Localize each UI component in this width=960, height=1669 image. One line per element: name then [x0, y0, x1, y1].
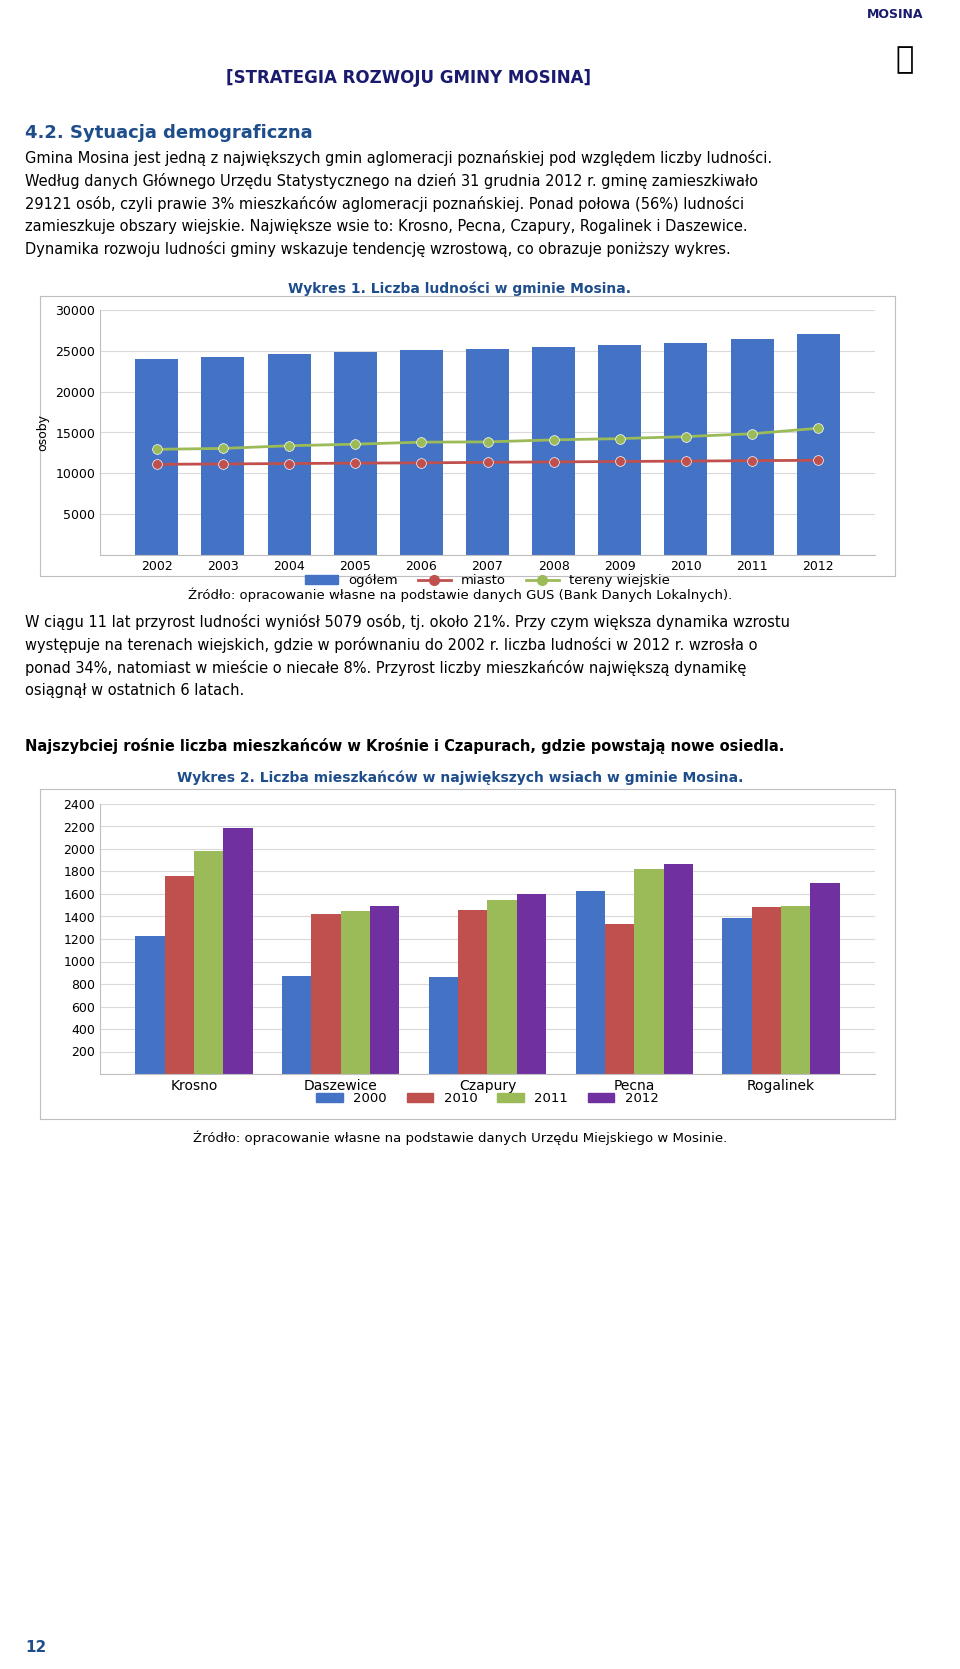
Bar	[752, 908, 781, 1073]
Legend: ogółem, miasto, tereny wiejskie: ogółem, miasto, tereny wiejskie	[300, 569, 676, 592]
Text: Źródło: opracowanie własne na podstawie danych Urzędu Miejskiego w Mosinie.: Źródło: opracowanie własne na podstawie …	[193, 1132, 727, 1145]
Bar	[605, 925, 635, 1073]
Text: Wykres 2. Liczba mieszkańców w największych wsiach w gminie Mosina.: Wykres 2. Liczba mieszkańców w największ…	[177, 771, 743, 784]
Legend: 2000, 2010, 2011, 2012: 2000, 2010, 2011, 2012	[311, 1087, 664, 1110]
Bar	[282, 976, 311, 1073]
Bar	[429, 978, 458, 1073]
Text: [STRATEGIA ROZWOJU GMINY MOSINA]: [STRATEGIA ROZWOJU GMINY MOSINA]	[226, 68, 591, 87]
Bar	[516, 895, 546, 1073]
Bar	[576, 891, 605, 1073]
Bar	[164, 876, 194, 1073]
Bar	[810, 883, 840, 1073]
Bar	[731, 339, 774, 556]
Text: Mosina 2020+: Mosina 2020+	[15, 68, 159, 87]
Bar	[466, 349, 509, 556]
Bar	[268, 354, 310, 556]
Bar	[224, 828, 252, 1073]
Bar	[458, 910, 488, 1073]
Bar	[532, 347, 575, 556]
Bar	[311, 915, 341, 1073]
Bar	[135, 359, 179, 556]
Bar	[135, 936, 164, 1073]
Bar	[722, 918, 752, 1073]
Bar	[664, 342, 708, 556]
Bar	[370, 906, 399, 1073]
Bar	[797, 334, 840, 556]
Bar	[781, 906, 810, 1073]
Bar	[488, 900, 516, 1073]
Text: 4.2. Sytuacja demograficzna: 4.2. Sytuacja demograficzna	[25, 124, 313, 142]
Bar	[334, 352, 376, 556]
Bar	[663, 863, 693, 1073]
Bar	[341, 911, 370, 1073]
Text: Źródło: opracowanie własne na podstawie danych GUS (Bank Danych Lokalnych).: Źródło: opracowanie własne na podstawie …	[188, 587, 732, 603]
Text: Gmina Mosina jest jedną z największych gmin aglomeracji poznańskiej pod względem: Gmina Mosina jest jedną z największych g…	[25, 150, 772, 257]
Text: MOSINA: MOSINA	[867, 8, 924, 22]
Text: 12: 12	[25, 1639, 46, 1654]
Bar	[598, 345, 641, 556]
Y-axis label: osoby: osoby	[36, 414, 50, 451]
Bar	[400, 350, 443, 556]
Text: W ciągu 11 lat przyrost ludności wyniósł 5079 osób, tj. około 21%. Przy czym wię: W ciągu 11 lat przyrost ludności wyniósł…	[25, 614, 790, 698]
Bar	[194, 851, 224, 1073]
Text: 🦅: 🦅	[896, 45, 914, 75]
Text: Najszybciej rośnie liczba mieszkańców w Krośnie i Czapurach, gdzie powstają nowe: Najszybciej rośnie liczba mieszkańców w …	[25, 738, 784, 754]
Text: Wykres 1. Liczba ludności w gminie Mosina.: Wykres 1. Liczba ludności w gminie Mosin…	[289, 282, 632, 297]
Bar	[635, 870, 663, 1073]
Bar	[202, 357, 245, 556]
